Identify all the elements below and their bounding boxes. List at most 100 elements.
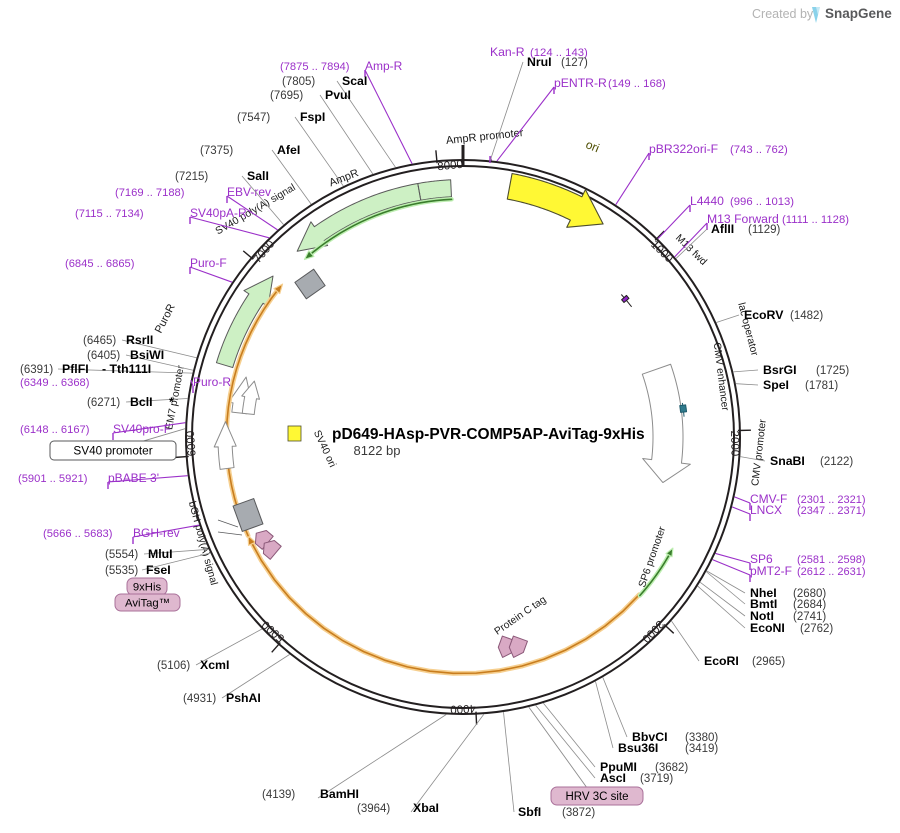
svg-text:XbaI: XbaI — [413, 801, 439, 815]
svg-text:(1111 .. 1128): (1111 .. 1128) — [782, 214, 849, 226]
svg-text:PshAI: PshAI — [226, 691, 261, 705]
svg-text:(1725): (1725) — [816, 365, 849, 377]
svg-text:(2347 .. 2371): (2347 .. 2371) — [797, 505, 866, 517]
svg-text:(5666 .. 5683): (5666 .. 5683) — [43, 528, 113, 540]
svg-text:(5535): (5535) — [105, 565, 138, 577]
svg-text:BsrGI: BsrGI — [763, 363, 797, 377]
svg-text:*: * — [169, 395, 174, 409]
svg-text:pBABE 3': pBABE 3' — [108, 471, 159, 485]
svg-text:AviTag™: AviTag™ — [125, 598, 170, 610]
svg-text:SnapGene: SnapGene — [825, 6, 892, 21]
svg-text:ori: ori — [584, 137, 602, 155]
svg-text:(6405): (6405) — [87, 350, 120, 362]
svg-text:(6845 .. 6865): (6845 .. 6865) — [65, 258, 135, 270]
svg-text:(2965): (2965) — [752, 656, 785, 668]
svg-text:(6271): (6271) — [87, 397, 120, 409]
svg-text:(6349 .. 6368): (6349 .. 6368) — [20, 377, 90, 389]
svg-text:(7169 .. 7188): (7169 .. 7188) — [115, 187, 185, 199]
svg-text:XcmI: XcmI — [200, 658, 229, 672]
svg-text:MluI: MluI — [148, 547, 173, 561]
svg-text:(7375): (7375) — [200, 145, 233, 157]
svg-text:SpeI: SpeI — [763, 378, 789, 392]
svg-text:(149 .. 168): (149 .. 168) — [608, 78, 666, 90]
svg-text:(6391): (6391) — [20, 364, 53, 376]
svg-text:(6465): (6465) — [83, 335, 116, 347]
svg-text:Amp-R: Amp-R — [365, 59, 403, 73]
svg-text:(2122): (2122) — [820, 456, 853, 468]
svg-text:LNCX: LNCX — [750, 503, 782, 517]
svg-text:(2684): (2684) — [793, 599, 826, 611]
svg-text:(4139): (4139) — [262, 789, 295, 801]
svg-text:SalI: SalI — [247, 169, 269, 183]
svg-text:Puro-F: Puro-F — [190, 256, 227, 270]
svg-text:pMT2-F: pMT2-F — [750, 564, 792, 578]
svg-text:(7215): (7215) — [175, 171, 208, 183]
svg-text:PvuI: PvuI — [325, 88, 351, 102]
svg-text:(7547): (7547) — [237, 112, 270, 124]
svg-text:BGH-rev: BGH-rev — [133, 526, 180, 540]
svg-text:2000: 2000 — [728, 430, 741, 456]
svg-text:6000: 6000 — [185, 430, 199, 456]
svg-text:(7875 .. 7894): (7875 .. 7894) — [280, 61, 350, 73]
svg-text:Created by: Created by — [752, 7, 814, 21]
svg-text:(1781): (1781) — [805, 380, 838, 392]
svg-text:Protein C tag: Protein C tag — [493, 594, 549, 637]
svg-text:(3419): (3419) — [685, 743, 718, 755]
svg-text:(996 .. 1013): (996 .. 1013) — [730, 196, 794, 208]
svg-text:(4931): (4931) — [183, 693, 216, 705]
svg-text:FseI: FseI — [146, 563, 171, 577]
svg-text:4000: 4000 — [450, 702, 476, 715]
svg-text:(127): (127) — [561, 57, 588, 69]
svg-text:8000: 8000 — [437, 159, 464, 173]
svg-text:HRV 3C site: HRV 3C site — [565, 791, 628, 803]
svg-text:PuroR: PuroR — [153, 302, 178, 335]
svg-text:SV40pA-R: SV40pA-R — [190, 206, 247, 220]
svg-text:Bsu36I: Bsu36I — [618, 741, 658, 755]
svg-text:AmpR promoter: AmpR promoter — [445, 127, 524, 147]
svg-text:SV40 promoter: SV40 promoter — [73, 444, 152, 458]
svg-text:CMV promoter: CMV promoter — [750, 418, 769, 486]
svg-text:(7695): (7695) — [270, 90, 303, 102]
svg-text:EcoNI: EcoNI — [750, 621, 785, 635]
svg-text:pD649-HAsp-PVR-COMP5AP-AviTag-: pD649-HAsp-PVR-COMP5AP-AviTag-9xHis — [332, 426, 645, 443]
svg-text:(6148 .. 6167): (6148 .. 6167) — [20, 424, 90, 436]
svg-text:PflFI: PflFI — [62, 362, 89, 376]
svg-text:Puro-R: Puro-R — [193, 375, 231, 389]
svg-text:NruI: NruI — [527, 55, 552, 69]
svg-text:pBR322ori-F: pBR322ori-F — [649, 142, 718, 156]
svg-text:- Tth111I: - Tth111I — [102, 362, 151, 376]
svg-text:(1482): (1482) — [790, 310, 823, 322]
svg-text:(3964): (3964) — [357, 803, 390, 815]
svg-text:(5901 .. 5921): (5901 .. 5921) — [18, 473, 88, 485]
svg-text:BamHI: BamHI — [320, 787, 359, 801]
svg-text:(1129): (1129) — [748, 224, 781, 236]
svg-text:pENTR-R: pENTR-R — [554, 76, 607, 90]
svg-text:1000: 1000 — [648, 239, 675, 265]
svg-text:AflII: AflII — [711, 222, 734, 236]
svg-text:Kan-R: Kan-R — [490, 45, 525, 59]
svg-text:EM7 promoter: EM7 promoter — [164, 364, 187, 431]
svg-text:AscI: AscI — [600, 771, 626, 785]
svg-text:(7805): (7805) — [282, 76, 315, 88]
svg-text:(7115 .. 7134): (7115 .. 7134) — [75, 208, 144, 220]
svg-text:(2741): (2741) — [793, 611, 826, 623]
svg-text:RsrII: RsrII — [126, 333, 153, 347]
svg-text:ScaI: ScaI — [342, 74, 367, 88]
svg-text:(3872): (3872) — [562, 807, 595, 819]
svg-text:EBV-rev: EBV-rev — [227, 185, 271, 199]
svg-text:BclI: BclI — [130, 395, 153, 409]
svg-text:(3719): (3719) — [640, 773, 673, 785]
svg-text:AfeI: AfeI — [277, 143, 300, 157]
svg-text:EcoRV: EcoRV — [744, 308, 784, 322]
svg-text:BsiWI: BsiWI — [130, 348, 164, 362]
svg-text:(2612 .. 2631): (2612 .. 2631) — [797, 566, 866, 578]
svg-text:SnaBI: SnaBI — [770, 454, 805, 468]
svg-text:SbfI: SbfI — [518, 805, 541, 819]
svg-text:EcoRI: EcoRI — [704, 654, 739, 668]
svg-text:9xHis: 9xHis — [133, 582, 162, 594]
svg-text:(5554): (5554) — [105, 549, 138, 561]
svg-text:(2581 .. 2598): (2581 .. 2598) — [797, 554, 866, 566]
svg-text:FspI: FspI — [300, 110, 325, 124]
svg-text:L4440: L4440 — [690, 194, 724, 208]
svg-text:8122 bp: 8122 bp — [354, 443, 401, 458]
